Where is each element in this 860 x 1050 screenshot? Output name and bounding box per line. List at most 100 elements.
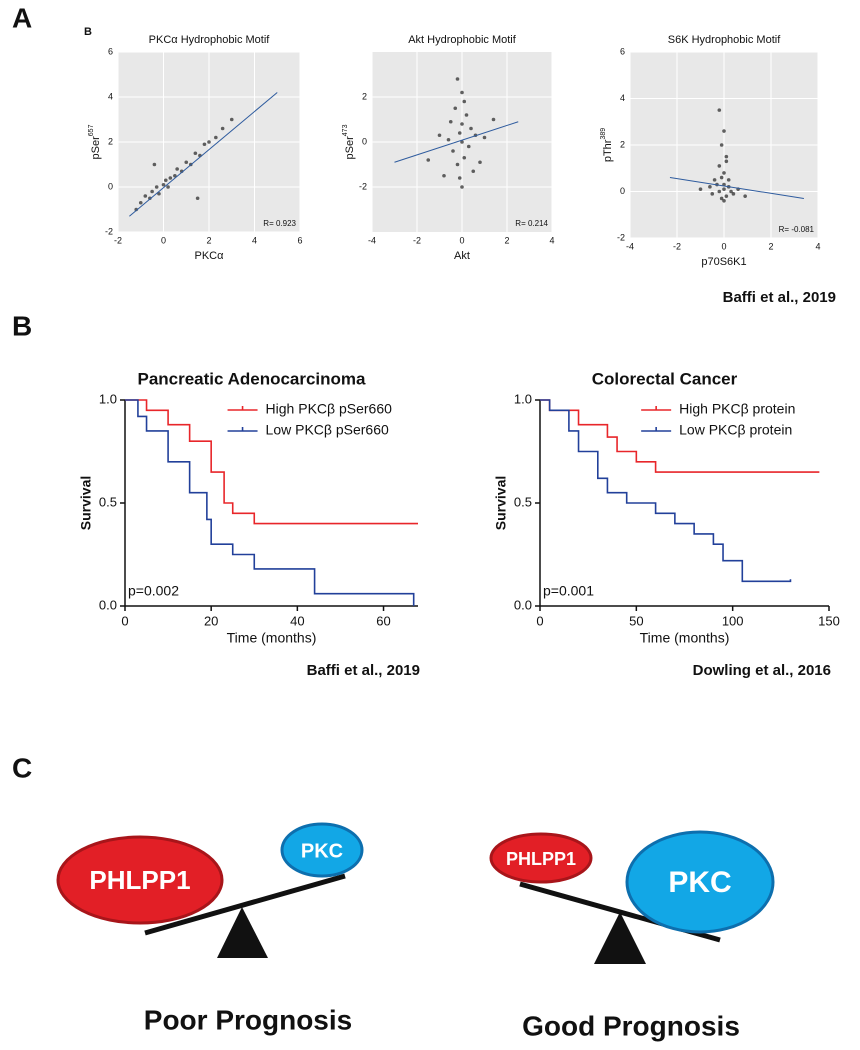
point	[722, 187, 726, 191]
point	[161, 182, 166, 187]
point	[719, 175, 724, 180]
y-axis-label-sup: 473	[342, 124, 349, 136]
fit-line	[669, 177, 804, 199]
y-tick-label: -2	[359, 181, 367, 191]
point	[698, 187, 703, 191]
y-tick-label: 4	[108, 91, 113, 101]
x-tick-label: 2	[768, 241, 773, 251]
y-tick-label: 1.0	[99, 391, 117, 406]
point	[724, 154, 729, 159]
y-tick-label: 0	[108, 181, 113, 191]
point	[719, 196, 724, 201]
point	[220, 126, 225, 131]
phlpp1-node	[56, 835, 224, 925]
source: Dowling et al., 2016	[693, 662, 831, 679]
point	[426, 158, 431, 162]
point	[710, 192, 715, 196]
survival-curve	[540, 399, 792, 583]
pkc-node	[280, 822, 364, 878]
chart-title: S6K Hydrophobic Motif	[668, 34, 781, 46]
y-tick-label: 6	[108, 46, 113, 56]
y-axis-label-text: pSer	[90, 136, 102, 160]
point	[731, 192, 736, 196]
y-tick-label: 4	[620, 93, 625, 103]
y-axis-label-sup: 389	[600, 128, 607, 140]
y-axis-label-text: pSer	[344, 136, 356, 160]
fit-line	[129, 92, 278, 217]
node-label: PHLPP1	[506, 849, 576, 869]
point	[464, 113, 469, 117]
y-tick-label: -2	[105, 226, 113, 236]
point	[462, 99, 467, 104]
x-axis-label: Time (months)	[227, 630, 317, 646]
point	[471, 169, 476, 174]
point	[722, 129, 726, 133]
x-tick-label: 0	[121, 613, 128, 628]
annotation: p=0.002	[128, 583, 179, 599]
balance-right: PHLPP1 PKC Good Prognosis	[489, 830, 775, 1041]
point	[446, 137, 451, 142]
point	[460, 140, 464, 144]
point	[193, 151, 198, 156]
x-tick-label: -2	[413, 235, 421, 245]
point	[166, 185, 170, 189]
point	[163, 178, 168, 183]
point	[460, 90, 464, 95]
annotation: R= 0.214	[515, 219, 548, 228]
y-tick-label: 0.0	[514, 597, 532, 612]
y-axis-label: pSer657	[88, 124, 102, 159]
point	[460, 185, 464, 189]
point	[453, 106, 458, 111]
legend-label: High PKCβ protein	[679, 401, 795, 417]
panel-label: A	[12, 2, 32, 33]
point	[717, 189, 722, 194]
pkc-node	[625, 830, 775, 934]
point	[143, 194, 148, 198]
point	[457, 176, 462, 180]
x-tick-label: 20	[204, 613, 218, 628]
y-tick-label: 1.0	[514, 391, 532, 406]
panel-label: B	[12, 310, 32, 341]
point	[148, 196, 152, 201]
x-tick-label: 2	[504, 235, 509, 245]
point	[466, 144, 471, 149]
balance-left: PHLPP1 PKC Poor Prognosis	[56, 822, 364, 1035]
y-axis-label-sup: 657	[88, 124, 95, 136]
point	[152, 162, 157, 167]
y-tick-label: -2	[617, 232, 625, 242]
annotation: p=0.001	[543, 583, 594, 599]
annotation: R= 0.923	[263, 219, 296, 228]
x-tick-label: 100	[722, 613, 744, 628]
inner-label: B	[84, 26, 92, 38]
point	[491, 117, 496, 122]
point	[448, 119, 453, 124]
point	[729, 189, 733, 194]
point	[717, 164, 722, 168]
caption: Poor Prognosis	[144, 1004, 352, 1035]
legend-label: High PKCβ pSer660	[266, 401, 393, 417]
x-tick-label: -2	[114, 235, 122, 245]
point	[722, 171, 726, 175]
x-tick-label: 6	[297, 235, 302, 245]
legend-label: Low PKCβ pSer660	[266, 422, 389, 438]
y-tick-label: 6	[620, 46, 625, 56]
point	[726, 178, 731, 182]
point	[482, 135, 487, 140]
x-tick-label: 0	[459, 235, 464, 245]
chart-title: PKCα Hydrophobic Motif	[149, 34, 271, 46]
point	[168, 176, 173, 180]
x-axis-label: Akt	[454, 250, 470, 262]
fulcrum	[217, 907, 268, 958]
point	[717, 108, 722, 112]
point	[724, 194, 729, 198]
point	[455, 77, 460, 81]
point	[150, 189, 154, 194]
point	[724, 159, 729, 164]
fit-line	[394, 121, 519, 163]
x-tick-label: 40	[290, 613, 304, 628]
y-axis-label: pThr389	[600, 128, 614, 162]
x-axis-label: Time (months)	[640, 630, 730, 646]
point	[478, 160, 482, 165]
y-axis-label: pSer473	[342, 124, 356, 159]
